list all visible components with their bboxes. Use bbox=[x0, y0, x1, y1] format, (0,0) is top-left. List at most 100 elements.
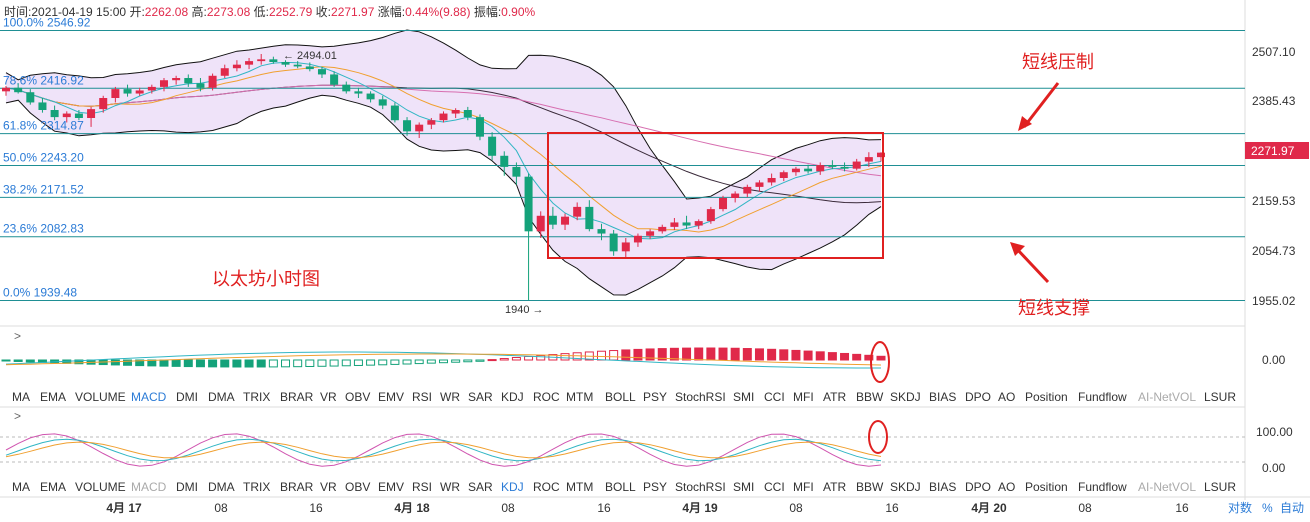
tab-macd[interactable]: MACD bbox=[131, 390, 167, 404]
tab-roc[interactable]: ROC bbox=[533, 390, 560, 404]
tab-emv[interactable]: EMV bbox=[378, 390, 405, 404]
tab-psy[interactable]: PSY bbox=[643, 390, 668, 404]
tab-obv[interactable]: OBV bbox=[345, 390, 371, 404]
tab-dma[interactable]: DMA bbox=[208, 480, 235, 494]
tab-bbw[interactable]: BBW bbox=[856, 480, 884, 494]
macd-bar bbox=[487, 359, 497, 362]
macd-bar bbox=[171, 359, 181, 367]
tab-ao[interactable]: AO bbox=[998, 390, 1016, 404]
tab-volume[interactable]: VOLUME bbox=[75, 480, 126, 494]
candle-body bbox=[99, 98, 108, 110]
tab-obv[interactable]: OBV bbox=[345, 480, 371, 494]
macd-bar bbox=[317, 359, 327, 367]
time-tick: 08 bbox=[501, 501, 515, 515]
tab-stochrsi[interactable]: StochRSI bbox=[675, 480, 726, 494]
tab-fundflow[interactable]: Fundflow bbox=[1078, 480, 1127, 494]
tab-ema[interactable]: EMA bbox=[40, 390, 67, 404]
tab-wr[interactable]: WR bbox=[440, 390, 460, 404]
kdj-expand-icon: > bbox=[14, 409, 21, 423]
tab-lsur[interactable]: LSUR bbox=[1204, 480, 1237, 494]
change-value: 0.44%(9.88) bbox=[405, 5, 471, 19]
auto-scale-toggle[interactable]: 自动 bbox=[1280, 501, 1304, 515]
tab-cci[interactable]: CCI bbox=[764, 480, 785, 494]
tab-kdj[interactable]: KDJ bbox=[501, 480, 524, 494]
tab-ma[interactable]: MA bbox=[12, 480, 30, 494]
tab-ao[interactable]: AO bbox=[998, 480, 1016, 494]
tab-trix[interactable]: TRIX bbox=[243, 480, 271, 494]
tab-skdj[interactable]: SKDJ bbox=[890, 390, 921, 404]
tab-brar[interactable]: BRAR bbox=[280, 480, 314, 494]
tab-vr[interactable]: VR bbox=[320, 390, 337, 404]
kdj-highlight-ellipse bbox=[868, 420, 888, 454]
candle-body bbox=[791, 168, 800, 173]
macd-bar bbox=[1, 359, 11, 362]
tab-rsi[interactable]: RSI bbox=[412, 390, 433, 404]
tab-bbw[interactable]: BBW bbox=[856, 390, 884, 404]
tab-kdj[interactable]: KDJ bbox=[501, 390, 524, 404]
tab-dpo[interactable]: DPO bbox=[965, 480, 992, 494]
tab-smi[interactable]: SMI bbox=[733, 390, 755, 404]
tab-bias[interactable]: BIAS bbox=[929, 480, 957, 494]
tab-psy[interactable]: PSY bbox=[643, 480, 668, 494]
tab-mfi[interactable]: MFI bbox=[793, 480, 814, 494]
tab-wr[interactable]: WR bbox=[440, 480, 460, 494]
tab-sar[interactable]: SAR bbox=[468, 480, 493, 494]
tab-ema[interactable]: EMA bbox=[40, 480, 67, 494]
tab-macd[interactable]: MACD bbox=[131, 480, 167, 494]
tab-mtm[interactable]: MTM bbox=[566, 390, 594, 404]
tab-stochrsi[interactable]: StochRSI bbox=[675, 390, 726, 404]
tab-bias[interactable]: BIAS bbox=[929, 390, 957, 404]
tab-dma[interactable]: DMA bbox=[208, 390, 235, 404]
tab-smi[interactable]: SMI bbox=[733, 480, 755, 494]
kdj-tick-high: 100.00 bbox=[1256, 425, 1293, 439]
tab-sar[interactable]: SAR bbox=[468, 390, 493, 404]
tab-mfi[interactable]: MFI bbox=[793, 390, 814, 404]
candle-body bbox=[731, 193, 740, 198]
support-arrowhead bbox=[1010, 242, 1025, 256]
price-tick: 2507.10 bbox=[1252, 45, 1296, 59]
candle-body bbox=[500, 155, 509, 167]
macd-bar bbox=[475, 359, 485, 362]
tab-cci[interactable]: CCI bbox=[764, 390, 785, 404]
tab-mtm[interactable]: MTM bbox=[566, 480, 594, 494]
candle-body bbox=[743, 186, 752, 194]
tab-trix[interactable]: TRIX bbox=[243, 390, 271, 404]
tab-fundflow[interactable]: Fundflow bbox=[1078, 390, 1127, 404]
tab-position[interactable]: Position bbox=[1025, 390, 1068, 404]
candle-body bbox=[840, 166, 849, 169]
tab-emv[interactable]: EMV bbox=[378, 480, 405, 494]
tab-roc[interactable]: ROC bbox=[533, 480, 560, 494]
macd-bar bbox=[645, 348, 655, 361]
tab-skdj[interactable]: SKDJ bbox=[890, 480, 921, 494]
tab-ai-netvol[interactable]: AI-NetVOL bbox=[1138, 480, 1197, 494]
percent-scale-toggle[interactable]: % bbox=[1262, 501, 1273, 515]
macd-bar bbox=[208, 359, 218, 368]
tab-position[interactable]: Position bbox=[1025, 480, 1068, 494]
log-scale-toggle[interactable]: 对数 bbox=[1228, 500, 1252, 515]
tab-ma[interactable]: MA bbox=[12, 390, 30, 404]
tab-dpo[interactable]: DPO bbox=[965, 390, 992, 404]
candle-body bbox=[536, 215, 545, 232]
fib-label: 78.6% 2416.92 bbox=[3, 73, 84, 87]
tab-ai-netvol[interactable]: AI-NetVOL bbox=[1138, 390, 1197, 404]
candle-body bbox=[415, 124, 424, 132]
tab-dmi[interactable]: DMI bbox=[176, 480, 198, 494]
tab-dmi[interactable]: DMI bbox=[176, 390, 198, 404]
tab-brar[interactable]: BRAR bbox=[280, 390, 314, 404]
tab-atr[interactable]: ATR bbox=[823, 390, 847, 404]
tab-rsi[interactable]: RSI bbox=[412, 480, 433, 494]
macd-dea-line bbox=[5, 353, 882, 366]
macd-bar bbox=[864, 354, 874, 361]
tab-vr[interactable]: VR bbox=[320, 480, 337, 494]
macd-bar bbox=[852, 353, 862, 361]
fib-label: 100.0% 2546.92 bbox=[3, 15, 91, 29]
candle-body bbox=[330, 74, 339, 85]
tab-boll[interactable]: BOLL bbox=[605, 480, 636, 494]
tab-lsur[interactable]: LSUR bbox=[1204, 390, 1237, 404]
tab-volume[interactable]: VOLUME bbox=[75, 390, 126, 404]
tab-atr[interactable]: ATR bbox=[823, 480, 847, 494]
candle-body bbox=[74, 113, 83, 118]
tab-boll[interactable]: BOLL bbox=[605, 390, 636, 404]
